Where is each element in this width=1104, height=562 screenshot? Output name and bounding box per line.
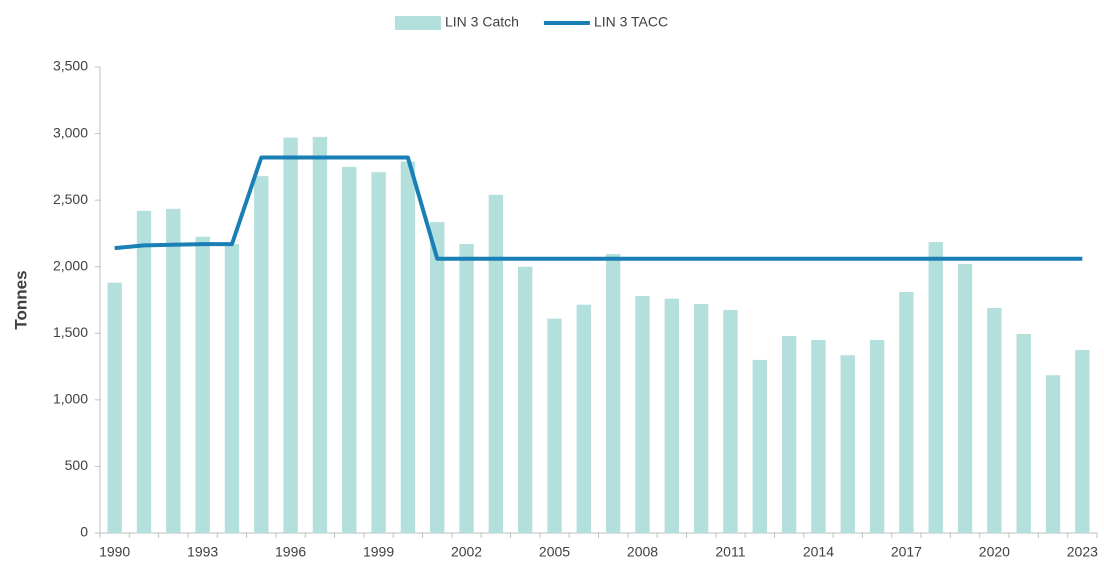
bar <box>635 296 650 533</box>
bar <box>576 304 592 533</box>
bar <box>811 339 826 533</box>
y-tick-label: 2,000 <box>53 257 88 273</box>
x-tick-label: 2008 <box>627 544 658 560</box>
y-tick-label: 0 <box>80 524 88 540</box>
bar <box>371 172 386 533</box>
x-tick-label: 2020 <box>979 544 1010 560</box>
x-tick-label: 2014 <box>803 544 834 560</box>
x-tick-label: 2002 <box>451 544 482 560</box>
x-tick-label: 1990 <box>99 544 130 560</box>
bar <box>166 208 181 533</box>
bar <box>987 307 1002 533</box>
bar <box>224 244 240 533</box>
bar <box>605 254 621 533</box>
bar <box>283 137 298 533</box>
bar <box>254 176 269 534</box>
bar <box>840 355 855 533</box>
bar <box>752 359 767 533</box>
y-tick-label: 3,500 <box>53 58 88 74</box>
bar <box>459 244 474 533</box>
legend-label: LIN 3 Catch <box>445 14 519 30</box>
bar <box>1075 349 1090 533</box>
x-tick-label: 1993 <box>187 544 218 560</box>
bar <box>342 166 357 533</box>
bar <box>693 303 709 533</box>
bar <box>547 318 562 533</box>
x-tick-label: 2017 <box>891 544 922 560</box>
legend-label: LIN 3 TACC <box>594 14 668 30</box>
y-tick-label: 1,000 <box>53 391 88 407</box>
x-tick-label: 2005 <box>539 544 570 560</box>
bar <box>430 222 445 533</box>
y-tick-label: 2,500 <box>53 191 88 207</box>
bar <box>518 266 533 533</box>
bar <box>312 136 328 533</box>
bar <box>1016 333 1031 533</box>
bar <box>723 309 738 533</box>
x-tick-label: 2023 <box>1067 544 1098 560</box>
bar <box>1045 375 1061 533</box>
bar <box>195 236 210 533</box>
bar <box>400 161 416 533</box>
y-axis-title: Tonnes <box>11 270 30 329</box>
x-tick-label: 1996 <box>275 544 306 560</box>
legend-swatch <box>395 16 441 30</box>
bar <box>957 264 973 533</box>
line <box>114 155 1083 261</box>
y-tick-label: 3,000 <box>53 124 88 140</box>
bar <box>488 194 504 533</box>
x-tick-label: 1999 <box>363 544 394 560</box>
bar <box>869 339 885 533</box>
bar <box>928 242 943 533</box>
x-tick-label: 2011 <box>715 544 745 560</box>
bar <box>781 335 797 533</box>
bar <box>899 292 914 533</box>
bar <box>136 210 152 533</box>
bar <box>664 298 679 533</box>
bar <box>107 282 122 533</box>
y-tick-label: 1,500 <box>53 324 88 340</box>
y-tick-label: 500 <box>65 457 89 473</box>
